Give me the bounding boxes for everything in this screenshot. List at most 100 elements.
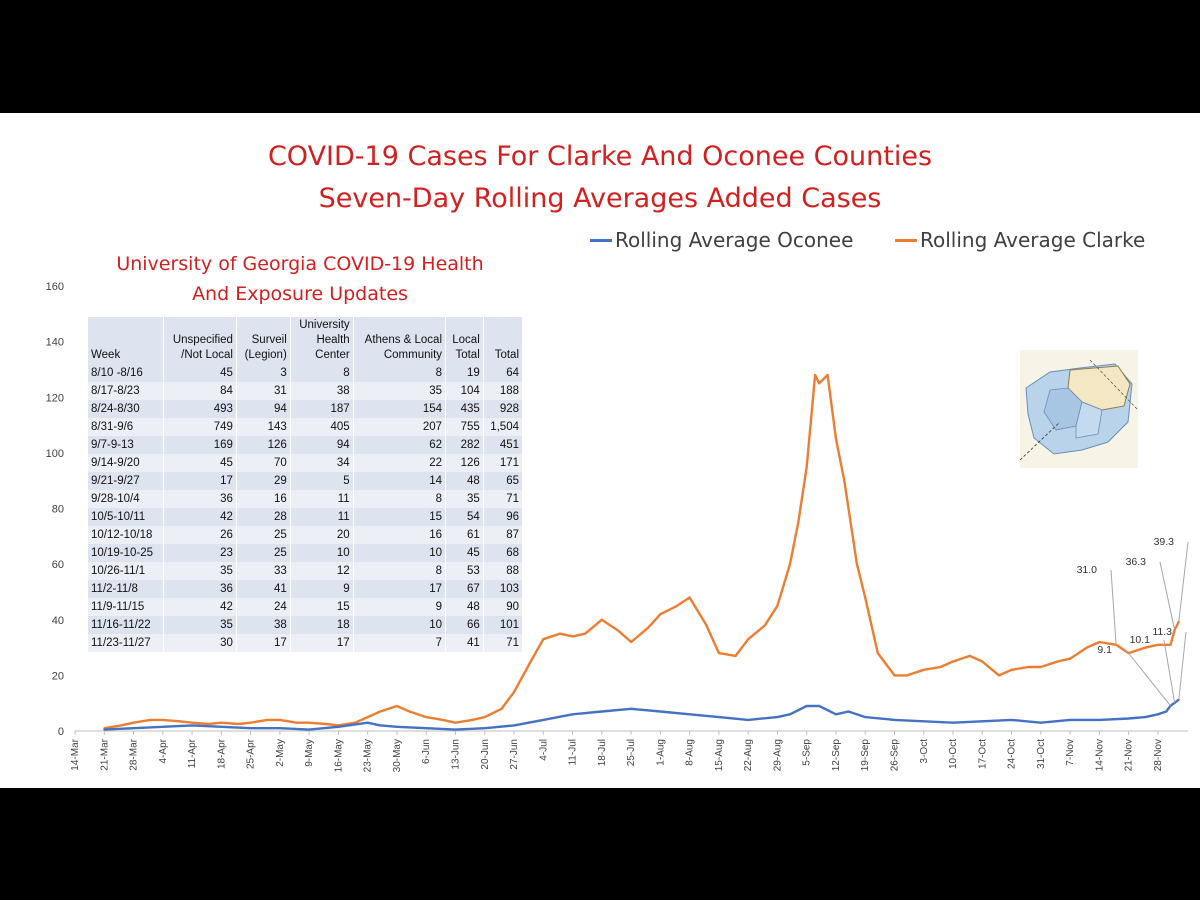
data-point <box>676 604 679 607</box>
table-cell: 126 <box>236 436 291 454</box>
table-cell: 282 <box>445 436 484 454</box>
data-point <box>818 382 821 385</box>
data-point <box>500 707 503 710</box>
data-point <box>379 724 382 727</box>
table-cell: 9/14-9/20 <box>88 454 164 472</box>
table-row: 8/17-8/23 84 31 38 35 104 188 <box>88 382 524 400</box>
county-map-icon <box>1019 350 1139 468</box>
data-point <box>843 479 846 482</box>
x-tick-label: 1-Aug <box>655 739 666 766</box>
data-point <box>968 654 971 657</box>
table-cell: 103 <box>483 580 524 598</box>
annotation-label: 39.3 <box>1154 536 1175 548</box>
table-cell: 71 <box>483 490 524 508</box>
table-cell: 11 <box>290 490 354 508</box>
data-point <box>688 713 691 716</box>
data-point <box>249 721 252 724</box>
table-cell: 8/17-8/23 <box>88 382 164 400</box>
table-cell: 48 <box>445 598 484 616</box>
data-point <box>454 721 457 724</box>
uga-table-header-cell: Total <box>483 317 524 364</box>
table-cell: 62 <box>353 436 447 454</box>
data-point <box>981 660 984 663</box>
table-cell: 15 <box>290 598 354 616</box>
data-point <box>571 635 574 638</box>
table-cell: 10 <box>290 544 354 562</box>
table-cell: 35 <box>163 616 237 634</box>
table-cell: 101 <box>483 616 524 634</box>
data-point <box>132 721 135 724</box>
table-cell: 68 <box>483 544 524 562</box>
x-tick-label: 20-Jun <box>480 739 491 770</box>
data-point <box>1010 668 1013 671</box>
data-point <box>1027 666 1030 668</box>
data-point <box>237 723 240 725</box>
table-cell: 23 <box>163 544 237 562</box>
legend-clarke: Rolling Average Clarke <box>895 228 1145 252</box>
table-cell: 749 <box>163 418 237 436</box>
data-point <box>776 604 779 607</box>
data-point <box>207 723 210 725</box>
data-point <box>278 718 281 721</box>
table-cell: 88 <box>483 562 524 580</box>
data-point <box>161 718 164 721</box>
table-cell: 90 <box>483 598 524 616</box>
table-row: 11/16-11/22 35 38 18 10 66 101 <box>88 616 524 634</box>
x-tick-label: 14-Nov <box>1094 739 1105 771</box>
data-point <box>797 521 800 524</box>
table-cell: 66 <box>445 616 484 634</box>
table-row: 10/26-11/1 35 33 12 8 53 88 <box>88 562 524 580</box>
uga-table-header: Week Unspecified/Not Local Surveil (Legio… <box>88 317 524 364</box>
table-cell: 11/2-11/8 <box>88 580 164 598</box>
data-point <box>864 596 867 599</box>
data-point <box>425 727 428 730</box>
table-cell: 25 <box>236 544 291 562</box>
data-point <box>747 638 750 641</box>
data-point <box>893 674 896 677</box>
table-cell: 31 <box>236 382 291 400</box>
table-cell: 42 <box>163 508 237 526</box>
data-point <box>939 666 942 668</box>
legend-clarke-label: Rolling Average Clarke <box>920 228 1146 252</box>
table-cell: 30 <box>163 634 237 652</box>
x-tick-label: 13-Jun <box>450 739 461 770</box>
data-point <box>952 721 954 724</box>
x-tick-label: 4-Jul <box>538 739 549 761</box>
data-point <box>571 713 574 716</box>
table-cell: 187 <box>290 400 354 418</box>
data-point <box>408 710 411 713</box>
table-cell: 18 <box>290 616 354 634</box>
table-row: 10/19-10-25 23 25 10 10 45 68 <box>88 544 524 562</box>
x-tick-label: 31-Oct <box>1036 739 1047 769</box>
table-cell: 3 <box>236 364 291 382</box>
table-cell: 10/5-10/11 <box>88 508 164 526</box>
data-point <box>789 563 791 566</box>
annotation-leader <box>1110 569 1117 645</box>
data-point <box>906 674 908 677</box>
table-cell: 928 <box>483 400 524 418</box>
table-cell: 84 <box>163 382 237 400</box>
table-cell: 35 <box>163 562 237 580</box>
data-point <box>617 629 620 632</box>
table-cell: 16 <box>236 490 291 508</box>
x-tick-label: 6-Jun <box>421 739 432 764</box>
y-tick-label: 60 <box>52 559 64 571</box>
table-cell: 45 <box>163 454 237 472</box>
x-tick-label: 23-May <box>363 739 374 772</box>
x-tick-label: 8-Aug <box>685 739 696 766</box>
annotation-label: 31.0 <box>1077 564 1098 576</box>
table-cell: 48 <box>445 472 484 490</box>
uga-table-header-cell: Local Total <box>445 317 484 364</box>
annotation-leader <box>1178 541 1189 622</box>
table-cell: 36 <box>163 490 237 508</box>
data-point <box>513 724 515 727</box>
table-row: 9/21-9/27 17 29 5 14 48 65 <box>88 472 524 490</box>
data-point <box>529 660 532 663</box>
table-cell: 11 <box>290 508 354 526</box>
data-point <box>1069 718 1072 721</box>
x-tick-label: 12-Sep <box>831 739 842 772</box>
table-cell: 17 <box>290 634 354 652</box>
table-cell: 5 <box>290 472 354 490</box>
x-tick-label: 18-Jul <box>597 739 608 766</box>
x-tick-label: 25-Apr <box>246 738 257 769</box>
